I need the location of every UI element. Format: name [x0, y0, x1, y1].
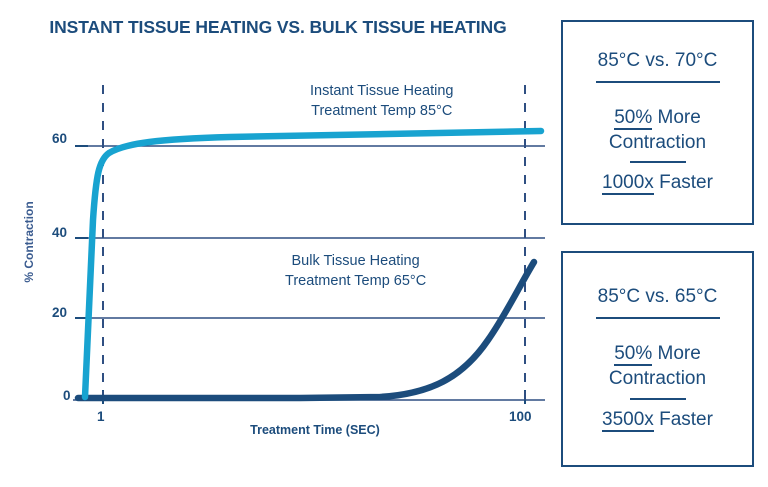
series-line-instant-tissue-heating	[81, 127, 545, 401]
comparison-panel-65c: 85°C vs. 65°C 50% More Contraction 3500x…	[561, 251, 754, 467]
y-tick-label-40: 40	[52, 225, 68, 240]
panel-metric-line-1: 50% More	[609, 105, 706, 130]
comparison-panel-70c: 85°C vs. 70°C 50% More Contraction 1000x…	[561, 20, 754, 225]
panel-headline: 85°C vs. 70°C	[597, 49, 718, 71]
panel-divider-bottom	[629, 161, 686, 164]
panel-speed-label: Faster	[659, 408, 713, 430]
panel-metric-label: More	[657, 106, 701, 128]
x-axis-title: Treatment Time (SEC)	[250, 423, 380, 437]
page-title: INSTANT TISSUE HEATING VS. BULK TISSUE H…	[49, 17, 507, 37]
panel-speed-label: Faster	[659, 172, 713, 194]
y-tick-label-0: 0	[63, 388, 71, 403]
annotation-line-2: Treatment Temp 65°C	[285, 272, 427, 289]
panel-headline: 85°C vs. 65°C	[597, 286, 718, 308]
y-tick-label-20: 20	[52, 305, 68, 320]
panel-metric-line-1: 50% More	[609, 341, 706, 367]
y-tick-label-60: 60	[52, 131, 68, 146]
panel-metric: 50% More Contraction	[609, 105, 706, 156]
panel-metric-line-2: Contraction	[608, 368, 707, 390]
panel-divider-top	[595, 317, 720, 320]
panel-metric-value: 50%	[614, 106, 653, 130]
y-axis-title: % Contraction	[22, 201, 36, 283]
series-annotation-bulk-tissue-heating: Bulk Tissue Heating Treatment Temp 65°C	[285, 252, 426, 291]
annotation-line-1: Instant Tissue Heating	[310, 83, 454, 99]
series-line-bulk-tissue-heating	[74, 258, 538, 402]
x-tick-label-100: 100	[509, 409, 532, 424]
panel-metric: 50% More Contraction	[609, 341, 706, 392]
panel-divider-bottom	[629, 397, 686, 400]
panel-metric-line-2: Contraction	[608, 131, 707, 153]
panel-divider-top	[595, 80, 720, 83]
panel-speed: 3500x Faster	[602, 407, 713, 432]
chart-svg	[73, 85, 545, 404]
chart-plot-area: 60 40 20 0 1 100 % Contraction Treatment…	[22, 82, 545, 437]
series-annotation-instant-tissue-heating: Instant Tissue Heating Treatment Temp 85…	[310, 82, 453, 121]
panel-metric-value: 50%	[614, 343, 653, 367]
panel-speed-value: 1000x	[602, 172, 654, 196]
panel-metric-label: More	[657, 343, 701, 365]
x-tick-label-1: 1	[97, 409, 105, 424]
panel-speed-value: 3500x	[602, 408, 654, 432]
annotation-line-2: Treatment Temp 85°C	[311, 102, 453, 119]
annotation-line-1: Bulk Tissue Heating	[291, 253, 420, 269]
panel-speed: 1000x Faster	[602, 170, 713, 196]
